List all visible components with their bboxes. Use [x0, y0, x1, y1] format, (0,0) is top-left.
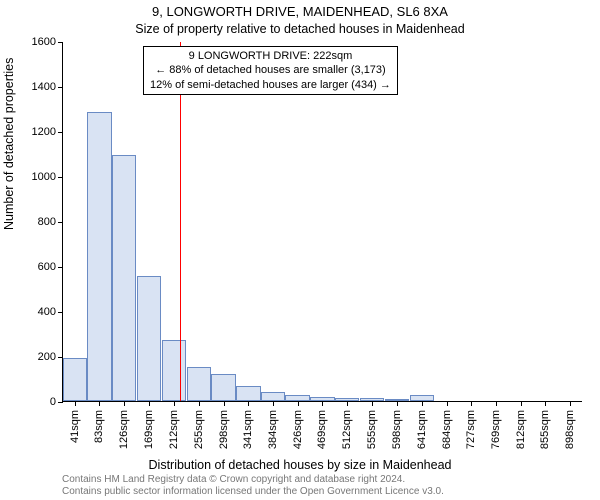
- x-tick-mark: [273, 401, 274, 406]
- x-tick-mark: [248, 401, 249, 406]
- x-tick-label: 169sqm: [143, 410, 155, 449]
- x-tick-mark: [75, 401, 76, 406]
- histogram-bar: [236, 386, 260, 401]
- y-tick-mark: [58, 267, 63, 268]
- x-tick-label: 512sqm: [341, 410, 353, 449]
- x-tick-mark: [224, 401, 225, 406]
- chart-title: 9, LONGWORTH DRIVE, MAIDENHEAD, SL6 8XA: [0, 4, 600, 19]
- x-tick-mark: [149, 401, 150, 406]
- histogram-bar: [112, 155, 136, 401]
- x-tick-label: 727sqm: [465, 410, 477, 449]
- x-tick-label: 641sqm: [416, 410, 428, 449]
- y-tick-label: 400: [10, 306, 56, 318]
- x-tick-mark: [447, 401, 448, 406]
- y-tick-label: 1400: [10, 81, 56, 93]
- x-tick-label: 555sqm: [366, 410, 378, 449]
- x-tick-mark: [199, 401, 200, 406]
- y-tick-mark: [58, 222, 63, 223]
- x-tick-label: 469sqm: [316, 410, 328, 449]
- y-tick-label: 600: [10, 261, 56, 273]
- x-tick-label: 855sqm: [539, 410, 551, 449]
- histogram-bar: [261, 392, 285, 401]
- credit-box: Contains HM Land Registry data © Crown c…: [62, 474, 444, 498]
- plot-area: 0200400600800100012001400160041sqm83sqm1…: [62, 42, 582, 402]
- y-tick-mark: [58, 312, 63, 313]
- x-tick-mark: [298, 401, 299, 406]
- x-tick-label: 126sqm: [118, 410, 130, 449]
- x-tick-mark: [521, 401, 522, 406]
- credit-line-1: Contains HM Land Registry data © Crown c…: [62, 474, 444, 486]
- x-tick-mark: [545, 401, 546, 406]
- y-tick-mark: [58, 177, 63, 178]
- info-line-1: 9 LONGWORTH DRIVE: 222sqm: [150, 49, 391, 63]
- x-tick-label: 212sqm: [168, 410, 180, 449]
- x-tick-label: 769sqm: [490, 410, 502, 449]
- y-tick-mark: [58, 132, 63, 133]
- credit-line-2: Contains public sector information licen…: [62, 486, 444, 498]
- x-tick-label: 812sqm: [515, 410, 527, 449]
- x-tick-mark: [570, 401, 571, 406]
- y-tick-label: 0: [10, 396, 56, 408]
- y-tick-label: 800: [10, 216, 56, 228]
- x-tick-label: 684sqm: [441, 410, 453, 449]
- x-tick-mark: [99, 401, 100, 406]
- reference-line: [180, 42, 181, 401]
- x-tick-label: 598sqm: [391, 410, 403, 449]
- x-tick-mark: [322, 401, 323, 406]
- x-tick-mark: [347, 401, 348, 406]
- y-tick-mark: [58, 87, 63, 88]
- y-tick-label: 1200: [10, 126, 56, 138]
- x-tick-mark: [124, 401, 125, 406]
- info-box: 9 LONGWORTH DRIVE: 222sqm ← 88% of detac…: [143, 46, 398, 95]
- histogram-bar: [63, 358, 87, 401]
- histogram-bar: [211, 374, 235, 401]
- histogram-bar: [87, 112, 111, 401]
- y-tick-label: 200: [10, 351, 56, 363]
- x-tick-label: 341sqm: [242, 410, 254, 449]
- x-tick-label: 898sqm: [564, 410, 576, 449]
- y-tick-label: 1600: [10, 36, 56, 48]
- x-tick-label: 384sqm: [267, 410, 279, 449]
- info-line-3: 12% of semi-detached houses are larger (…: [150, 78, 391, 92]
- x-tick-mark: [174, 401, 175, 406]
- y-tick-label: 1000: [10, 171, 56, 183]
- x-axis-label: Distribution of detached houses by size …: [0, 458, 600, 472]
- x-tick-mark: [422, 401, 423, 406]
- x-tick-mark: [496, 401, 497, 406]
- x-tick-label: 83sqm: [93, 410, 105, 443]
- figure: 9, LONGWORTH DRIVE, MAIDENHEAD, SL6 8XA …: [0, 0, 600, 500]
- y-tick-mark: [58, 402, 63, 403]
- y-tick-mark: [58, 42, 63, 43]
- histogram-bar: [187, 367, 211, 401]
- histogram-bar: [137, 276, 161, 401]
- x-tick-label: 426sqm: [292, 410, 304, 449]
- x-tick-label: 41sqm: [69, 410, 81, 443]
- x-tick-mark: [471, 401, 472, 406]
- x-tick-label: 255sqm: [193, 410, 205, 449]
- x-tick-mark: [397, 401, 398, 406]
- histogram-bar: [162, 340, 186, 401]
- chart-subtitle: Size of property relative to detached ho…: [0, 22, 600, 36]
- x-tick-label: 298sqm: [218, 410, 230, 449]
- x-tick-mark: [372, 401, 373, 406]
- info-line-2: ← 88% of detached houses are smaller (3,…: [150, 63, 391, 77]
